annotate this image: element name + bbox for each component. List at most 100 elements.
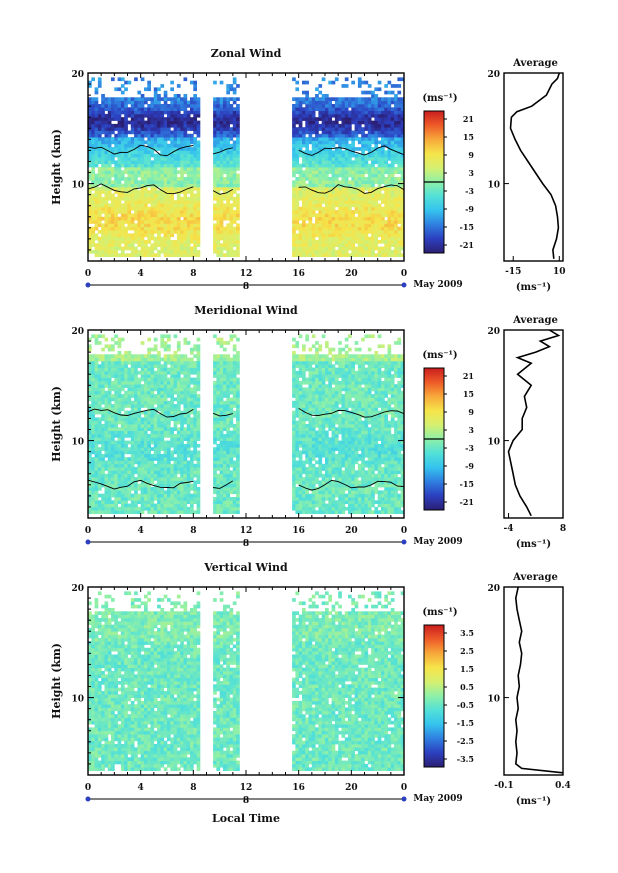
heatmap-cell — [334, 186, 339, 191]
heatmap-cell — [157, 390, 161, 395]
heatmap-cell — [196, 130, 201, 135]
heatmap-cell — [137, 123, 142, 128]
heatmap-cell — [354, 230, 359, 234]
heatmap-cell — [196, 123, 201, 128]
heatmap-cell — [176, 453, 181, 458]
heatmap-cell — [140, 150, 145, 155]
heatmap-cell — [160, 447, 165, 451]
heatmap-cell — [88, 160, 92, 165]
heatmap-cell — [153, 153, 158, 158]
heatmap-cell — [134, 387, 138, 392]
heatmap-cell — [120, 434, 125, 438]
heatmap-cell — [147, 450, 151, 455]
heatmap-cell — [104, 107, 109, 111]
heatmap-cell — [88, 243, 92, 247]
heatmap-cell — [341, 163, 346, 168]
heatmap-cell — [104, 127, 109, 131]
heatmap-cell — [167, 407, 171, 412]
heatmap-cell — [97, 140, 102, 145]
heatmap-cell — [367, 123, 372, 128]
heatmap-cell — [226, 143, 230, 148]
heatmap-cell — [120, 233, 125, 238]
heatmap-cell — [147, 470, 151, 475]
heatmap-cell — [107, 233, 112, 238]
heatmap-cell — [107, 370, 112, 375]
heatmap-cell — [338, 190, 342, 194]
heatmap-cell — [193, 193, 197, 198]
heatmap-cell — [173, 351, 178, 355]
heatmap-cell — [328, 120, 332, 125]
heatmap-cell — [308, 123, 313, 128]
heatmap-cell — [163, 510, 168, 514]
heatmap-cell — [94, 450, 99, 455]
heatmap-cell — [302, 160, 306, 165]
heatmap-cell — [137, 153, 142, 158]
heatmap-cell — [193, 113, 197, 118]
heatmap-cell — [298, 163, 303, 168]
heatmap-cell — [130, 394, 135, 398]
heatmap-cell — [153, 183, 158, 188]
heatmap-cell — [377, 110, 382, 115]
heatmap-cell — [163, 457, 168, 461]
heatmap-cell — [88, 150, 92, 155]
heatmap-cell — [183, 170, 188, 174]
heatmap-cell — [163, 453, 168, 458]
heatmap-cell — [325, 120, 329, 125]
heatmap-cell — [91, 367, 95, 372]
heatmap-cell — [130, 120, 135, 125]
heatmap-cell — [157, 500, 161, 504]
heatmap-cell — [140, 160, 145, 165]
heatmap-cell — [325, 223, 329, 228]
heatmap-cell — [193, 127, 197, 131]
heatmap-cell — [394, 117, 398, 121]
heatmap-cell — [137, 213, 142, 218]
heatmap-cell — [364, 220, 369, 224]
heatmap-cell — [124, 137, 128, 141]
heatmap-cell — [147, 434, 151, 438]
heatmap-cell — [331, 246, 336, 251]
heatmap-cell — [361, 253, 365, 257]
heatmap-cell — [338, 240, 342, 244]
heatmap-cell — [117, 107, 122, 111]
heatmap-cell — [357, 230, 362, 234]
heatmap-cell — [295, 200, 300, 204]
heatmap-cell — [107, 364, 112, 368]
heatmap-cell — [104, 233, 109, 238]
heatmap-cell — [127, 477, 132, 481]
heatmap-cell — [292, 153, 296, 158]
heatmap-cell — [381, 100, 385, 105]
heatmap-cell — [364, 163, 369, 168]
heatmap-cell — [308, 230, 313, 234]
heatmap-cell — [311, 249, 316, 254]
heatmap-cell — [338, 157, 342, 161]
heatmap-cell — [173, 397, 178, 402]
heatmap-cell — [153, 147, 158, 151]
heatmap-cell — [157, 100, 161, 105]
heatmap-cell — [390, 120, 395, 125]
heatmap-cell — [170, 450, 174, 455]
heatmap-cell — [387, 80, 392, 85]
heatmap-cell — [130, 113, 135, 118]
heatmap-cell — [348, 117, 352, 121]
heatmap-cell — [117, 137, 122, 141]
heatmap-cell — [124, 107, 128, 111]
heatmap-cell — [147, 473, 151, 478]
heatmap-cell — [97, 253, 102, 257]
heatmap-cell — [341, 200, 346, 204]
heatmap-cell — [377, 150, 382, 155]
heatmap-cell — [186, 143, 191, 148]
heatmap-cell — [397, 147, 402, 151]
heatmap-cell — [351, 203, 355, 208]
heatmap-cell — [308, 226, 313, 231]
heatmap-cell — [107, 437, 112, 441]
heatmap-cell — [124, 210, 128, 214]
heatmap-cell — [397, 190, 402, 194]
heatmap-cell — [147, 367, 151, 372]
heatmap-cell — [153, 473, 158, 478]
heatmap-cell — [94, 443, 99, 448]
heatmap-cell — [114, 150, 118, 155]
heatmap-cell — [367, 110, 372, 115]
heatmap-cell — [229, 163, 234, 168]
heatmap-cell — [311, 210, 316, 214]
heatmap-cell — [394, 249, 398, 254]
